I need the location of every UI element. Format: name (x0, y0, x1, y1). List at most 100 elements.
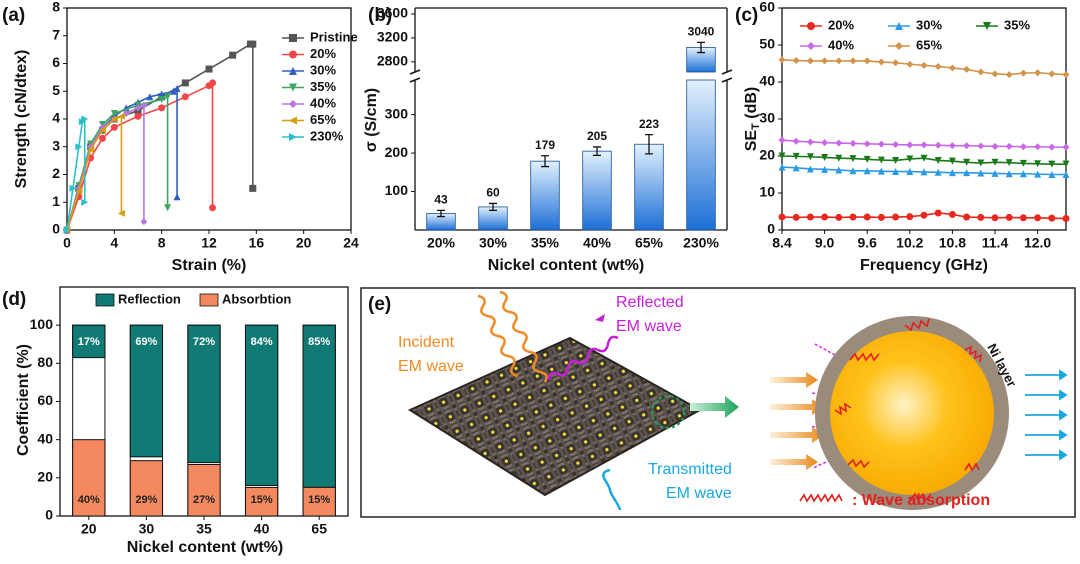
marker (806, 213, 814, 221)
x-tick-label: 65% (635, 235, 664, 251)
marker (920, 168, 928, 176)
marker (110, 115, 118, 123)
marker (117, 112, 125, 120)
y-tick-label: 7 (52, 26, 60, 42)
marker (835, 139, 843, 147)
marker (963, 142, 971, 150)
panel-label: (c) (735, 5, 758, 26)
marker (835, 57, 843, 65)
marker (892, 168, 900, 176)
marker (158, 104, 166, 112)
marker (792, 152, 800, 160)
marker (977, 68, 985, 76)
marker (877, 213, 885, 221)
value-label: 84% (251, 336, 273, 348)
marker (977, 159, 985, 167)
panel-label: (b) (368, 5, 392, 26)
marker (1034, 143, 1042, 151)
x-tick-label: 35% (531, 235, 560, 251)
marker (63, 226, 71, 234)
marker (1034, 160, 1042, 168)
panel-label: (e) (368, 294, 391, 315)
marker (1048, 214, 1056, 222)
marker (934, 156, 942, 164)
marker (778, 163, 786, 171)
x-tick-label: 40 (254, 521, 270, 537)
marker (1048, 171, 1056, 178)
legend-swatch (95, 293, 115, 307)
marker (863, 155, 871, 163)
bar (634, 143, 664, 231)
y-tick-label: 3 (52, 137, 60, 153)
legend-zigzag (799, 493, 843, 503)
marker (906, 213, 914, 221)
value-label: 27% (193, 494, 215, 506)
x-tick-label: 24 (343, 235, 359, 251)
y-axis-label: Coefficient (%) (15, 344, 32, 456)
y-axis-label: SET (dB) (743, 87, 762, 152)
reflected-wave (546, 335, 619, 381)
legend-marker (289, 100, 297, 108)
absorption-label: : Wave absorption (852, 492, 990, 509)
legend-label: 65% (916, 37, 942, 52)
axis-break (409, 69, 421, 83)
error-bar (697, 41, 705, 54)
legend-label: 30% (916, 17, 942, 32)
x-tick-label: 65 (311, 521, 327, 537)
marker (778, 152, 786, 160)
y-axis-label-part: (dB) (743, 87, 760, 123)
transmitted-arrows (1025, 369, 1068, 461)
marker (778, 213, 786, 221)
marker (920, 141, 928, 149)
marker (1048, 160, 1056, 168)
y-tick-label: 100 (385, 182, 409, 198)
marker (991, 70, 999, 78)
y-tick-label: 5 (52, 82, 60, 98)
marker (877, 167, 885, 175)
transmitted-label: Transmitted (648, 461, 732, 478)
y-tick-label: 0 (52, 221, 60, 237)
value-label: 43 (434, 193, 448, 207)
legend-marker (289, 34, 297, 42)
bar-segment (244, 324, 279, 486)
y-tick-label: 3600 (377, 5, 408, 21)
marker (977, 142, 985, 150)
marker (948, 169, 956, 177)
marker (1062, 143, 1070, 151)
marker (81, 198, 89, 206)
marker (134, 104, 142, 112)
marker (963, 169, 971, 177)
legend-label: 230% (310, 128, 344, 143)
reflected-label: EM wave (616, 318, 682, 335)
x-tick-label: 0 (63, 235, 71, 251)
y-tick-label: 10 (759, 184, 775, 200)
error-bar (437, 209, 445, 218)
marker (181, 79, 189, 87)
y-tick-label: 20 (759, 147, 775, 163)
bar-segment (129, 460, 164, 517)
x-tick-label: 16 (249, 235, 265, 251)
y-tick-label: 6 (52, 54, 60, 70)
marker (164, 204, 172, 212)
legend-marker (983, 22, 991, 30)
marker (1005, 71, 1013, 79)
arrow (770, 427, 824, 443)
marker (920, 211, 928, 219)
bar-segment (72, 324, 106, 359)
marker (1034, 69, 1042, 77)
value-label: 15% (308, 494, 330, 506)
marker (1005, 142, 1013, 150)
marker (821, 165, 829, 173)
y-tick-label: 100 (30, 316, 54, 332)
marker (948, 210, 956, 218)
marker (920, 154, 928, 162)
marker (1062, 160, 1070, 168)
marker (821, 139, 829, 147)
bar-segment (302, 324, 336, 488)
marker (806, 57, 814, 65)
marker (963, 158, 971, 166)
value-label: 223 (639, 117, 659, 131)
x-tick-label: 10.8 (939, 235, 966, 251)
marker (181, 93, 189, 101)
